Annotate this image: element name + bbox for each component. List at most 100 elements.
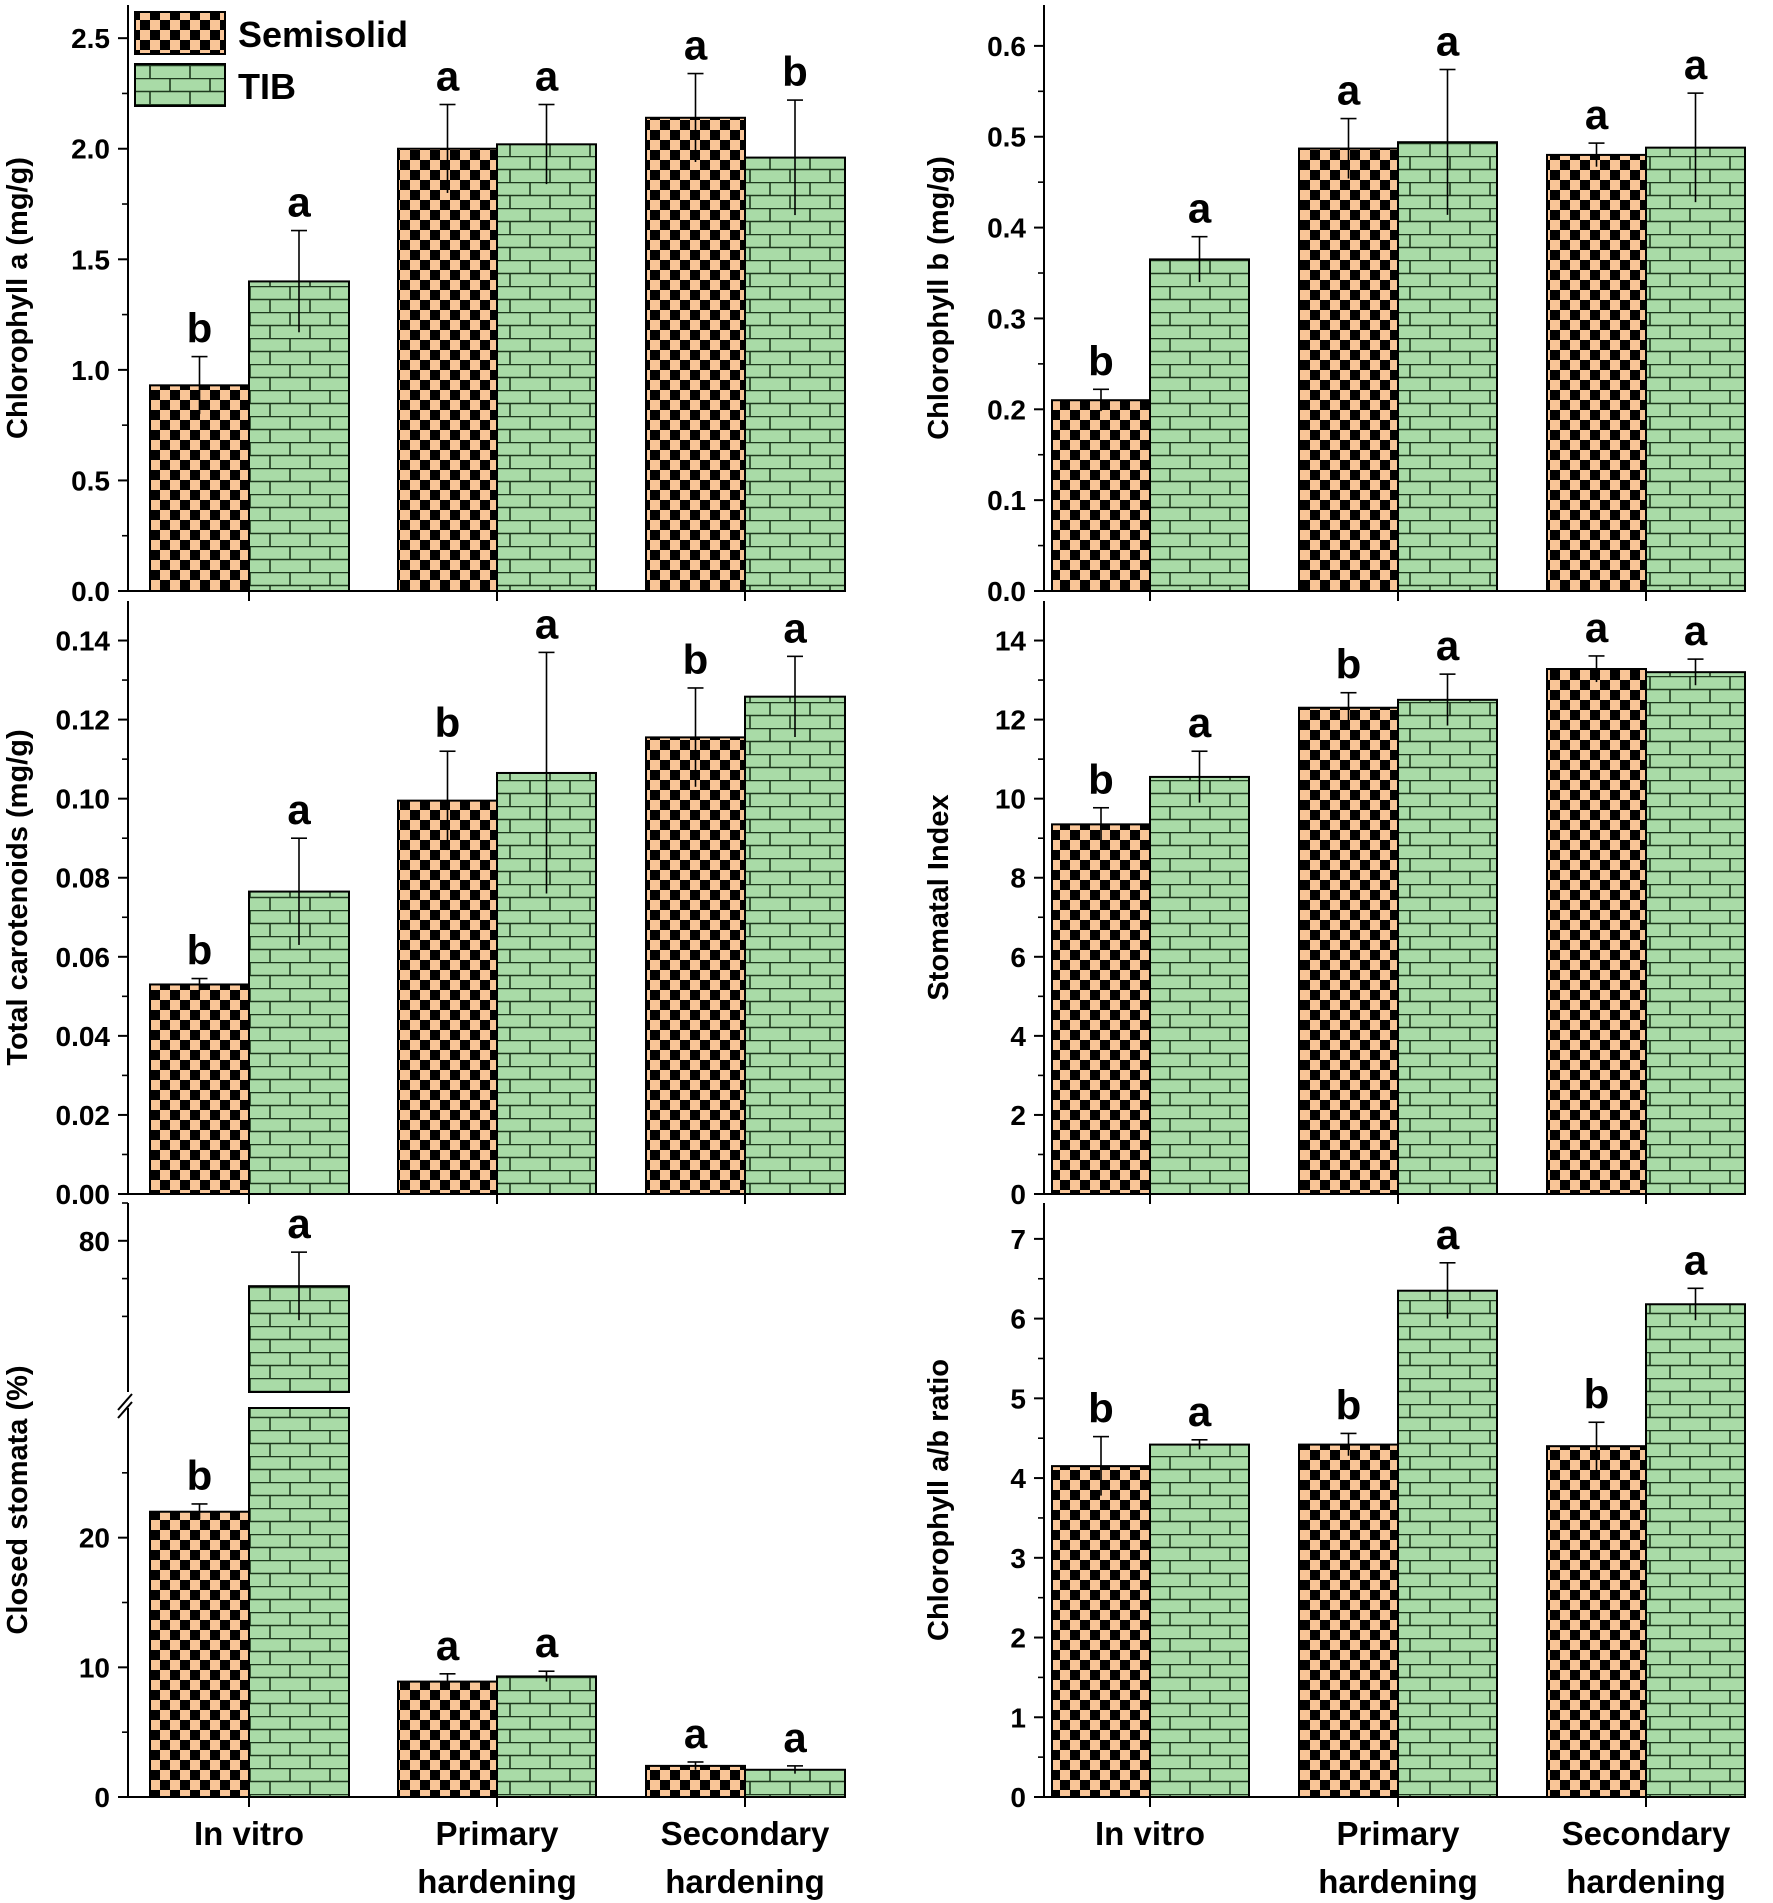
bar-tib-3: [1645, 1303, 1746, 1798]
category-label-left-2-line2: hardening: [417, 1863, 577, 1900]
bar-semisolid-2: [397, 1680, 498, 1799]
bar-tib-1-upper: [248, 1285, 350, 1394]
sig-letter-tib-3: a: [1684, 41, 1708, 88]
sig-letter-semisolid-2: b: [1336, 641, 1362, 688]
y-axis-title-4: Stomatal Index: [923, 794, 955, 1000]
sig-letter-semisolid-2: a: [1337, 67, 1361, 114]
sig-letter-semisolid-2: b: [435, 699, 461, 746]
bar-semisolid-1: [149, 1510, 250, 1798]
bar-tib-1: [1149, 775, 1250, 1195]
sig-letter-semisolid-3: b: [683, 636, 709, 683]
bar-semisolid-1: [1051, 823, 1151, 1195]
y-tick-label-6: 0.5: [987, 122, 1026, 153]
sig-letter-semisolid-3: a: [684, 22, 708, 69]
y-tick-label-4: 0.06: [56, 942, 111, 973]
y-tick-label-3: 0.04: [56, 1021, 111, 1052]
y-tick-label-1: 0.0: [71, 576, 110, 607]
y-tick-label-6: 0.10: [56, 784, 111, 815]
bar-tib-1: [1149, 258, 1250, 592]
category-label-left-3-line2: hardening: [665, 1863, 825, 1900]
bar-semisolid-3: [1546, 667, 1647, 1195]
y-tick-label-1: 0: [1010, 1782, 1026, 1813]
y-tick-label-3: 0.2: [987, 394, 1026, 425]
chart-panel-3: b b b a a a 0.00 0.02 0.04 0.06 0.08 0.10 0.12 0.14 To…: [2, 600, 846, 1210]
y-tick-label-4: 0.3: [987, 303, 1026, 334]
sig-letter-semisolid-1: b: [187, 927, 213, 974]
sig-letter-semisolid-2: a: [436, 53, 460, 100]
category-label-right-1: In vitro: [1095, 1815, 1205, 1852]
legend-label-semisolid: Semisolid: [238, 14, 408, 55]
bar-tib-3: [1645, 671, 1746, 1195]
chart-panel-5: b a a a a a 0 10 20 80 Closed stomata (%): [2, 1200, 846, 1813]
bar-tib-3: [744, 156, 846, 592]
category-label-left-1: In vitro: [194, 1815, 304, 1852]
y-tick-label-2: 0.1: [987, 485, 1026, 516]
y-tick-label-5: 0.08: [56, 863, 111, 894]
y-tick-label-6: 5: [1010, 1383, 1026, 1414]
y-tick-label-7: 12: [995, 705, 1026, 736]
category-label-left-3: Secondary: [661, 1815, 830, 1852]
legend-swatch-semisolid: [134, 11, 226, 55]
y-tick-label-2: 20: [79, 1523, 110, 1554]
y-tick-label-2: 1: [1010, 1702, 1026, 1733]
y-tick-label-1: 0.00: [56, 1179, 111, 1210]
sig-letter-semisolid-1: b: [1088, 337, 1114, 384]
bar-semisolid-1: [1051, 399, 1151, 592]
bar-semisolid-1: [1051, 1465, 1151, 1799]
bar-semisolid-3: [1546, 1445, 1647, 1798]
sig-letter-semisolid-2: a: [436, 1622, 460, 1669]
bar-semisolid-1: [149, 983, 250, 1195]
sig-letter-tib-2: a: [535, 1619, 559, 1666]
sig-letter-tib-1: a: [287, 1200, 311, 1247]
y-tick-label-5: 8: [1010, 863, 1026, 894]
y-tick-label-8: 0.14: [56, 626, 111, 657]
chart-panel-4: b b a a a a 0 2 4 6 8 10 12 14 Stomatal Index: [923, 601, 1746, 1210]
y-tick-label-4: 6: [1010, 942, 1026, 973]
legend-label-tib: TIB: [238, 66, 296, 107]
y-tick-label-2: 0.5: [71, 465, 110, 496]
y-tick-label-3: 1.0: [71, 355, 110, 386]
y-tick-label-5: 0.4: [987, 213, 1026, 244]
y-axis-title-6: Chlorophyll a/b ratio: [923, 1359, 955, 1641]
bar-tib-3: [744, 1768, 846, 1799]
category-label-left-2: Primary: [436, 1815, 560, 1852]
bar-tib-1: [1149, 1443, 1250, 1798]
category-label-right-3-line2: hardening: [1566, 1863, 1726, 1900]
sig-letter-tib-1: a: [1188, 699, 1212, 746]
sig-letter-tib-1: a: [287, 786, 311, 833]
bar-semisolid-1: [149, 384, 250, 592]
sig-letter-tib-3: a: [783, 1714, 807, 1761]
y-tick-label-6: 2.5: [71, 23, 110, 54]
bar-semisolid-3: [1546, 153, 1647, 592]
sig-letter-tib-3: b: [782, 48, 808, 95]
sig-letter-semisolid-3: a: [1585, 604, 1609, 651]
y-tick-label-7: 0.6: [987, 31, 1026, 62]
axis-break-mark-1: [117, 1393, 133, 1411]
y-tick-label-0: 0: [94, 1782, 110, 1813]
sig-letter-tib-2: a: [535, 53, 559, 100]
sig-letter-tib-1: a: [1188, 185, 1212, 232]
x-category-labels: In vitro Primary hardening Secondary hardeni…: [194, 1815, 1731, 1900]
y-tick-label-7: 0.12: [56, 705, 111, 736]
sig-letter-semisolid-1: b: [1088, 756, 1114, 803]
bar-semisolid-3: [645, 116, 746, 593]
sig-letter-tib-1: a: [287, 179, 311, 226]
chart-panel-1: b a a a a b 0.0 0.5 1.0 1.5 2.0 2.5 Chlorophyll a (m…: [2, 5, 846, 607]
chart-panel-2: b a a a a a 0.0 0.1 0.2 0.3 0.4 0.5 0.6 Chlorophyll b…: [923, 5, 1746, 607]
y-axis-title-3: Total carotenoids (mg/g): [2, 729, 34, 1065]
category-label-right-2-line2: hardening: [1318, 1863, 1478, 1900]
bar-tib-1-lower: [248, 1407, 350, 1798]
y-tick-label-1: 10: [79, 1652, 110, 1683]
sig-letter-tib-2: a: [1436, 18, 1460, 65]
y-tick-label-8: 14: [995, 626, 1027, 657]
bar-tib-2: [496, 1675, 597, 1799]
axis-break-mark-2: [117, 1401, 133, 1419]
bar-semisolid-2: [397, 147, 498, 593]
sig-letter-semisolid-3: a: [1585, 91, 1609, 138]
y-tick-label-4: 1.5: [71, 244, 110, 275]
bar-semisolid-2: [1298, 706, 1399, 1195]
y-tick-label-4: 3: [1010, 1543, 1026, 1574]
sig-letter-tib-3: a: [783, 604, 807, 651]
sig-letter-semisolid-1: b: [187, 1452, 213, 1499]
